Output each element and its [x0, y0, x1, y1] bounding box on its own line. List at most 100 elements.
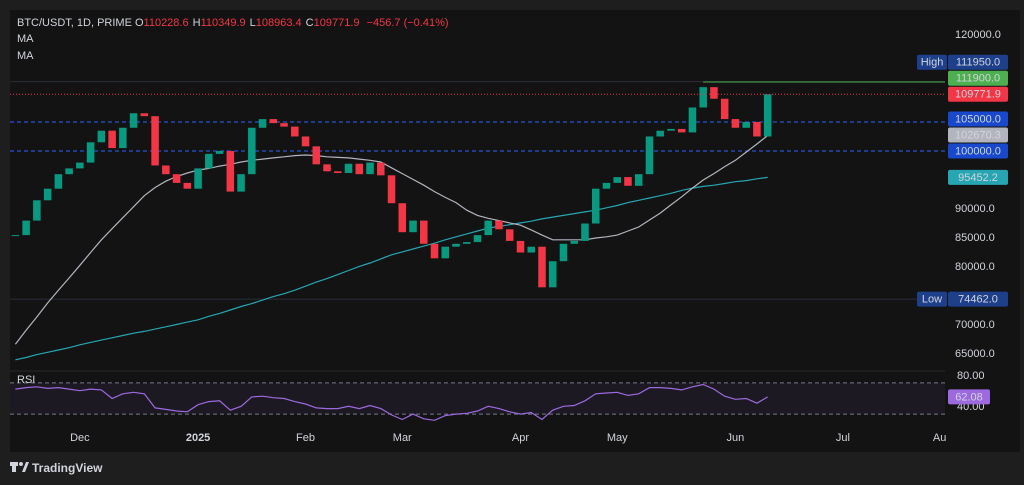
candle — [301, 136, 310, 147]
header: BTC/USDT, 1D, PRIME O110228.6 H110349.9 L1… — [17, 17, 453, 29]
candle — [97, 130, 106, 143]
candle — [505, 229, 514, 241]
candle — [570, 240, 578, 244]
x-tick-label: Apr — [512, 432, 529, 444]
x-tick-label: 2025 — [186, 432, 210, 444]
price-badge-tag-label: Low — [922, 294, 942, 306]
x-tick-label: Feb — [296, 432, 315, 444]
rsi-tick-label: 80.00 — [957, 370, 985, 382]
x-tick-label: Jul — [836, 432, 850, 444]
candle — [430, 243, 439, 259]
rsi-badge — [948, 389, 990, 405]
time-axis — [10, 425, 1020, 452]
rsi-band — [10, 382, 945, 415]
price-badge-label: 111900.0 — [956, 73, 1000, 85]
price-badge — [948, 127, 1008, 143]
candle — [548, 261, 557, 288]
price-badge — [948, 86, 1008, 102]
candle — [344, 163, 353, 174]
candle — [129, 113, 138, 128]
ohlc-value: 110349.9 — [200, 17, 246, 29]
price-badge — [948, 70, 1008, 86]
price-plot — [10, 81, 945, 361]
rsi-badge-label: 62.08 — [955, 391, 983, 403]
candle — [763, 94, 772, 137]
x-tick-label: Au — [933, 432, 946, 444]
x-tick-label: Dec — [70, 432, 90, 444]
candle — [645, 136, 654, 175]
candle — [538, 246, 546, 288]
candle — [237, 174, 245, 192]
price-badge-label: 100000.0 — [955, 145, 1001, 157]
candle — [258, 119, 267, 128]
candle — [140, 113, 149, 117]
price-badge-label: 105000.0 — [955, 113, 1001, 125]
price-badge-label: 102670.3 — [955, 129, 1001, 141]
price-badge-tag-label: High — [921, 57, 944, 69]
candle — [720, 98, 729, 120]
candle — [710, 87, 718, 99]
rsi-plot — [10, 382, 945, 421]
candle — [151, 116, 159, 166]
candle — [269, 119, 278, 124]
candle — [33, 200, 41, 221]
price-badge-label: 74462.0 — [958, 294, 998, 306]
ohlc-value: 108963.4 — [255, 17, 302, 29]
candle — [591, 188, 600, 224]
price-badge — [948, 143, 1008, 159]
candle — [473, 235, 482, 243]
ohlc-value: 109771.9 — [313, 17, 360, 29]
candle — [108, 130, 116, 149]
candle — [484, 220, 493, 236]
candle — [387, 175, 396, 204]
candle — [634, 174, 643, 186]
candle — [183, 182, 192, 189]
price-badge-label: 109771.9 — [955, 89, 1001, 101]
y-tick-label: 80000.0 — [955, 261, 995, 273]
candle — [667, 128, 675, 131]
candle — [119, 127, 127, 149]
candle — [677, 128, 686, 133]
price-badge — [948, 54, 1008, 70]
candle — [624, 177, 632, 186]
candle — [688, 107, 697, 133]
ohlc-key: C — [305, 17, 314, 29]
candle — [162, 165, 170, 175]
y-tick-label: 65000.0 — [955, 348, 995, 360]
y-tick-label: 90000.0 — [955, 203, 995, 215]
candle — [280, 123, 288, 127]
candle — [452, 243, 460, 247]
x-tick-label: Mar — [393, 432, 412, 444]
candle — [742, 121, 750, 128]
x-tick-label: Jun — [727, 432, 745, 444]
candle — [420, 220, 428, 244]
candle — [613, 177, 621, 183]
candle — [462, 242, 471, 244]
candle — [334, 171, 342, 174]
ohlc-value: 110228.6 — [143, 17, 189, 29]
x-tick-label: May — [607, 432, 628, 444]
price-pane — [10, 10, 945, 370]
ohlc-key: L — [249, 17, 256, 29]
price-badge — [948, 169, 1008, 185]
y-tick-label: 120000.0 — [955, 29, 1001, 41]
ma-legend: MA — [17, 50, 34, 62]
candle — [656, 130, 664, 137]
ohlc: O110228.6 H110349.9 L108963.4 C109771.9 — [135, 17, 364, 29]
ohlc-key: H — [192, 17, 201, 29]
footer-brand: TradingView — [32, 461, 103, 475]
candle — [699, 87, 707, 108]
price-badge-tag — [917, 54, 947, 70]
price-badge-label: 111950.0 — [956, 57, 1000, 69]
candle — [366, 162, 374, 175]
candle — [215, 150, 224, 154]
candle — [194, 168, 202, 189]
candle — [355, 163, 364, 175]
rsi-line — [15, 383, 769, 421]
candle — [731, 119, 740, 128]
candle — [441, 246, 450, 259]
candle — [409, 220, 417, 233]
ma-line — [14, 135, 769, 345]
candle — [11, 235, 20, 237]
